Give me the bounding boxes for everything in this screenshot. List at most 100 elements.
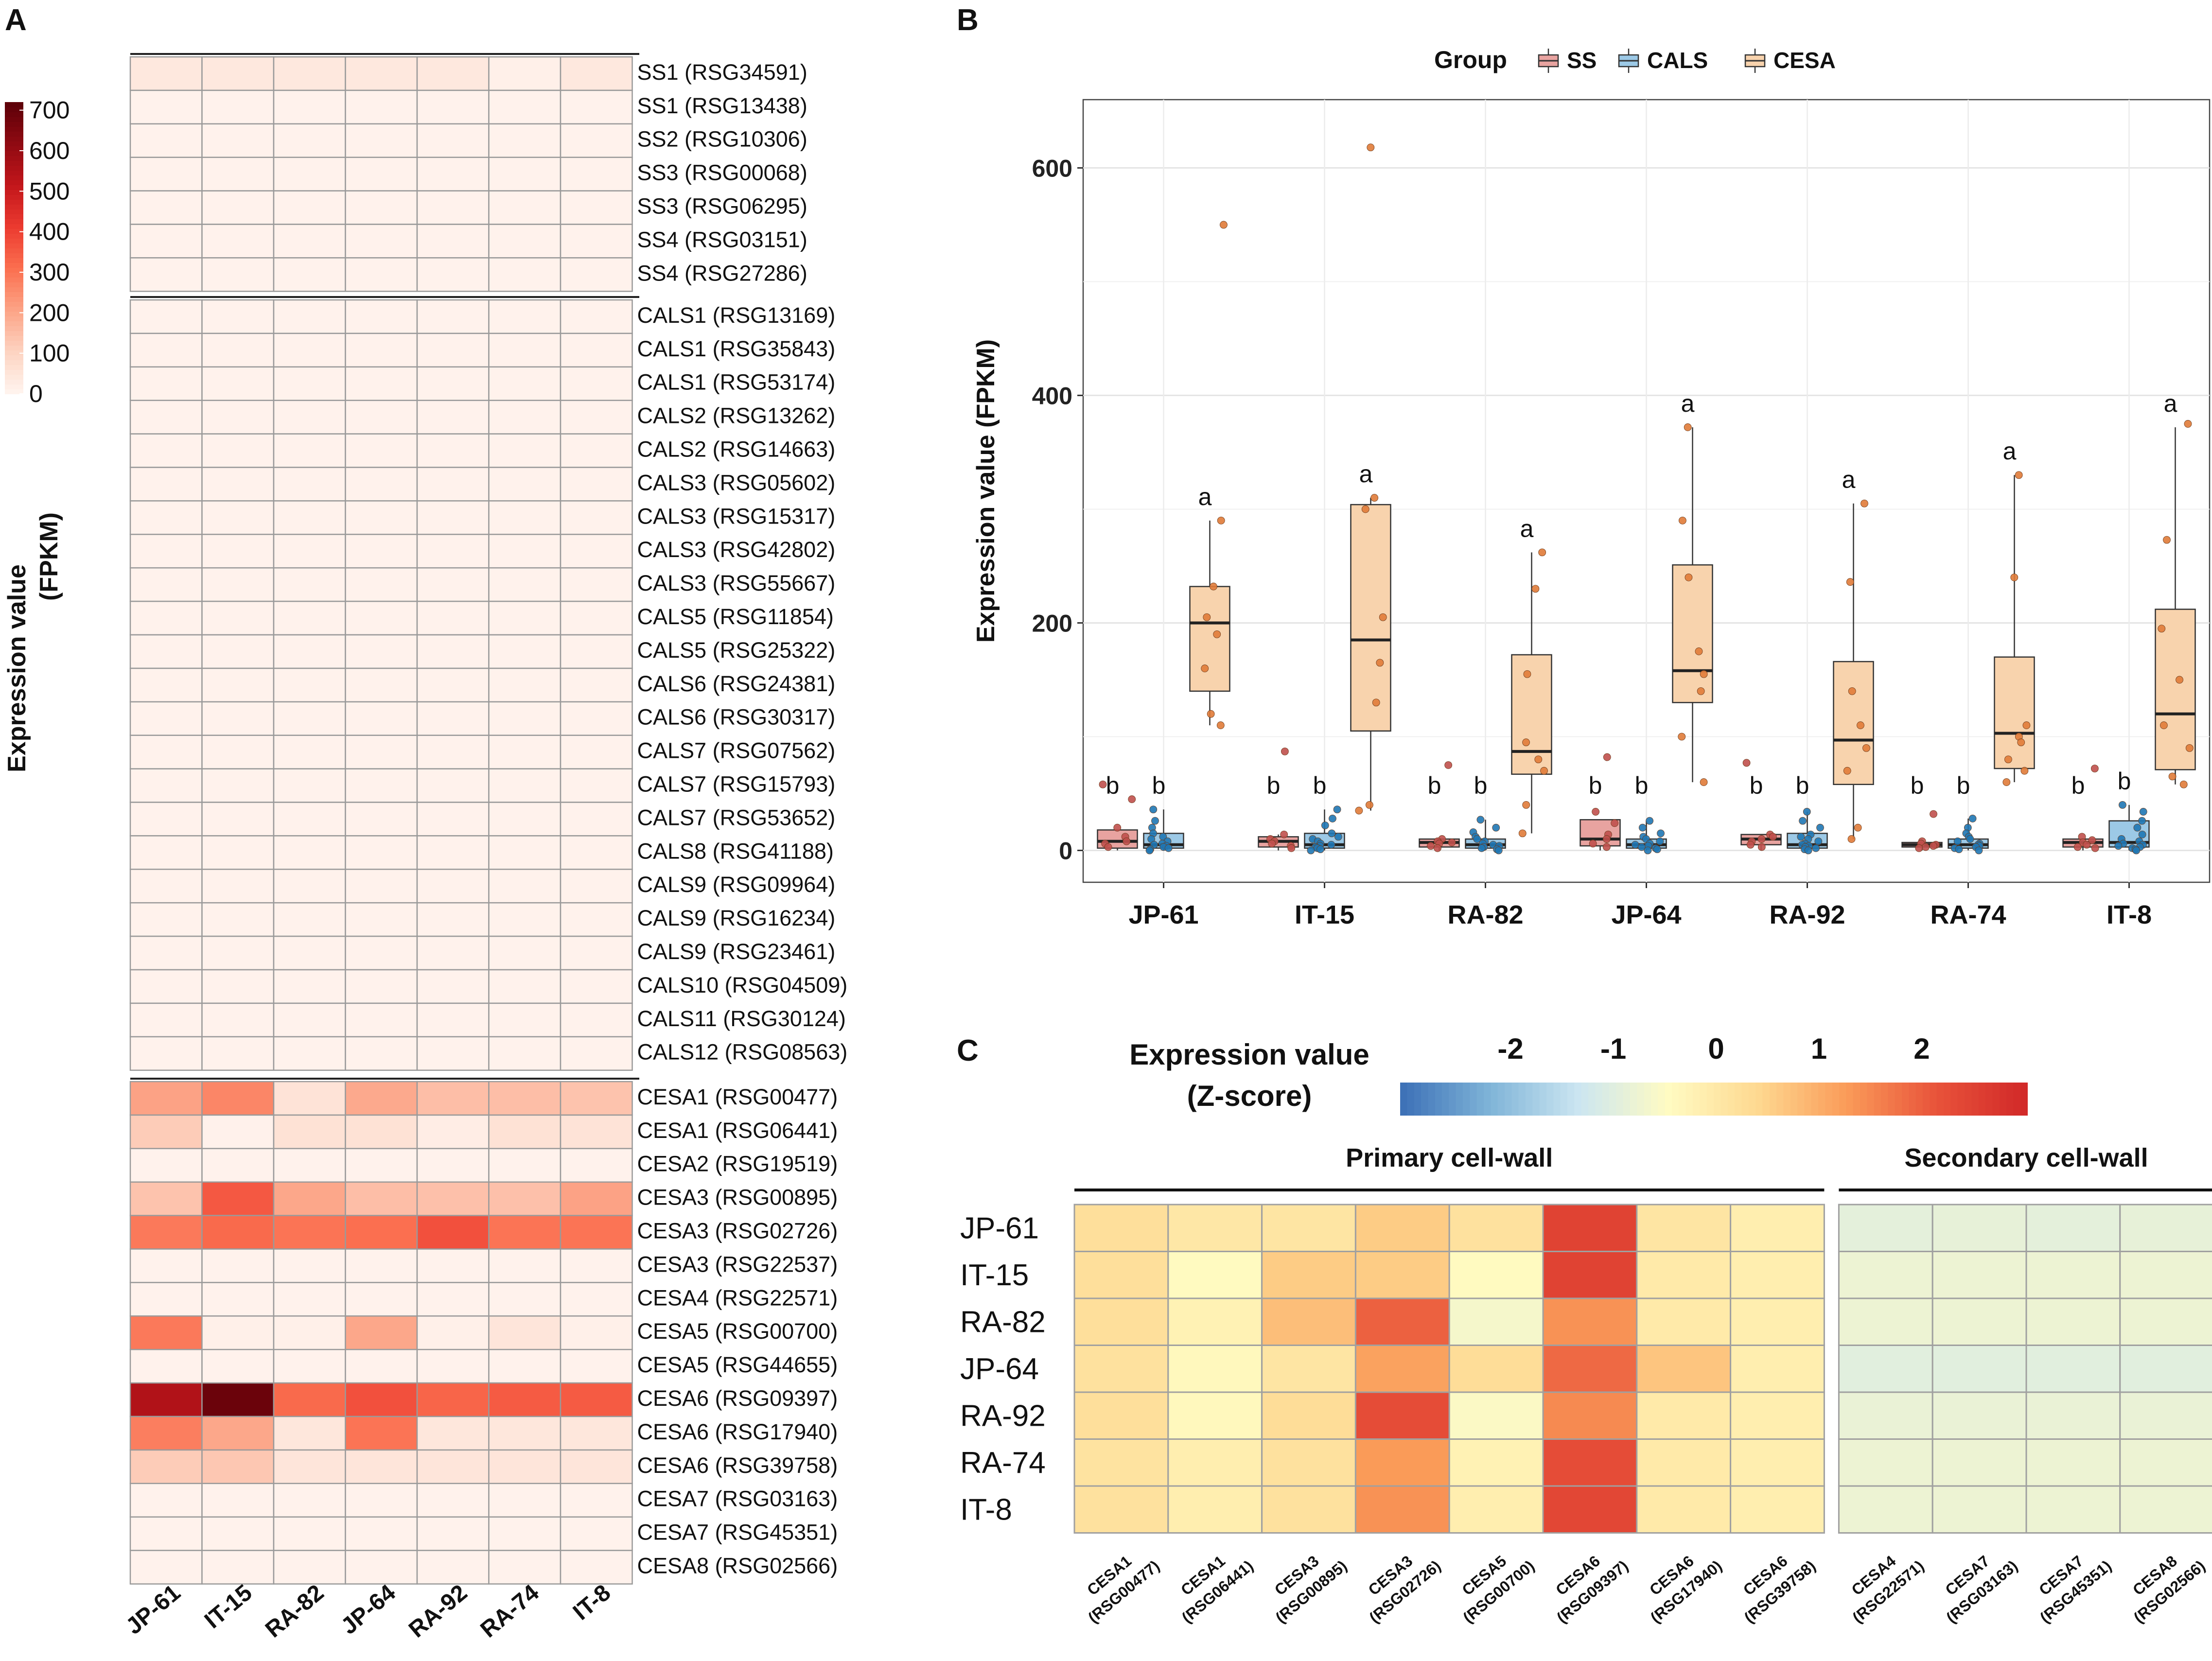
heatmap-a-row-label: CALS1 (RSG35843) (637, 336, 836, 361)
heatmap-a-cell (129, 257, 203, 292)
box-data-point (1327, 840, 1335, 849)
heatmap-c-cell (1931, 1438, 2027, 1487)
heatmap-a-cell (560, 869, 633, 904)
heatmap-a-cell (345, 1315, 418, 1350)
heatmap-a-cell (129, 634, 203, 669)
heatmap-a-cell (129, 1449, 203, 1485)
heatmap-a-cell (201, 157, 275, 192)
box-data-point (1847, 835, 1856, 843)
box-significance-letter: a (1359, 460, 1373, 488)
colorbar-c-segment (1644, 1083, 1651, 1116)
heatmap-a-row-label: CALS5 (RSG25322) (637, 638, 836, 663)
heatmap-a-cell (416, 768, 490, 803)
heatmap-a-row-label: CALS11 (RSG30124) (637, 1006, 846, 1031)
box-significance-letter: b (1589, 772, 1602, 799)
box-data-point (1854, 823, 1862, 832)
heatmap-c-cell (1542, 1485, 1638, 1534)
box-data-point (1695, 647, 1703, 655)
colorbar-c-segment (1985, 1083, 1993, 1116)
colorbar-a-segment (5, 379, 23, 385)
heatmap-c-cell (1730, 1345, 1825, 1393)
heatmap-a-cell (273, 123, 346, 158)
heatmap-a-cell (345, 1516, 418, 1551)
heatmap-a-column-label: RA-74 (475, 1580, 544, 1643)
heatmap-a-cell (201, 224, 275, 259)
heatmap-a-row-label: CESA1 (RSG00477) (637, 1084, 838, 1109)
colorbar-c-segment (1860, 1083, 1868, 1116)
heatmap-a-cell (273, 1382, 346, 1417)
heatmap-a-cell (345, 869, 418, 904)
colorbar-c-segment (1706, 1083, 1714, 1116)
colorbar-c-segment (2006, 1083, 2014, 1116)
colorbar-c-segment (1978, 1083, 1986, 1116)
colorbar-a-segment (5, 262, 23, 268)
heatmap-a-row-label: CALS3 (RSG42802) (637, 537, 836, 562)
heatmap-a-cell (201, 56, 275, 91)
colorbar-a-segment (5, 233, 23, 239)
box-data-point (1678, 516, 1686, 525)
heatmap-a-cell (201, 89, 275, 125)
box-data-point (1697, 687, 1705, 695)
heatmap-c-cell (1636, 1438, 1732, 1487)
box-data-point (1287, 844, 1296, 852)
colorbar-a-segment (5, 238, 23, 244)
heatmap-a-cell (273, 567, 346, 602)
heatmap-a-cell (416, 1114, 490, 1150)
colorbar-a-segment (5, 160, 23, 166)
heatmap-c-cell (2025, 1345, 2121, 1393)
box-data-point (1099, 780, 1107, 788)
heatmap-a-cell (273, 1181, 346, 1216)
heatmap-a-cell (488, 1483, 562, 1518)
heatmap-a-cell (273, 1483, 346, 1518)
colorbar-c-segment (1769, 1083, 1777, 1116)
heatmap-a-cell (201, 567, 275, 602)
colorbar-c-segment (1484, 1083, 1492, 1116)
box-data-point (1684, 423, 1692, 431)
heatmap-a-row-label: CALS1 (RSG13169) (637, 303, 836, 328)
heatmap-a-cell (129, 802, 203, 837)
heatmap-a-cell (273, 190, 346, 225)
colorbar-a-segment (5, 345, 23, 350)
box-data-point (1113, 823, 1122, 832)
box-data-point (1631, 840, 1639, 849)
heatmap-a-cell (201, 1114, 275, 1150)
box-data-point (1975, 846, 1983, 855)
colorbar-c-segment (1456, 1083, 1463, 1116)
box-significance-letter: b (1635, 772, 1649, 799)
heatmap-a-cell (201, 299, 275, 334)
heatmap-c-cell (1838, 1345, 1933, 1393)
colorbar-a-segment (5, 102, 23, 107)
heatmap-c-cell (1261, 1297, 1356, 1346)
heatmap-c-cell (1167, 1297, 1263, 1346)
heatmap-c-cell (1448, 1345, 1544, 1393)
heatmap-a-cell (129, 567, 203, 602)
box-significance-letter: b (1267, 772, 1281, 799)
box-data-point (1151, 817, 1159, 825)
heatmap-c-cell (1073, 1345, 1169, 1393)
heatmap-c-cell (1167, 1438, 1263, 1487)
heatmap-a-cell (416, 935, 490, 971)
box-data-point (2132, 846, 2141, 855)
box-data-point (1281, 747, 1289, 755)
heatmap-a-cell (129, 190, 203, 225)
heatmap-c-cell (1167, 1391, 1263, 1440)
heatmap-a-cell (345, 1550, 418, 1585)
box-data-point (2017, 738, 2025, 747)
heatmap-a-cell (129, 1348, 203, 1384)
colorbar-a-segment (5, 209, 23, 214)
heatmap-a-row-label: SS2 (RSG10306) (637, 127, 808, 152)
box-data-point (1953, 837, 1962, 845)
heatmap-a-cell (273, 332, 346, 368)
heatmap-c-row-label: RA-82 (960, 1305, 1046, 1339)
heatmap-c-cell (1448, 1297, 1544, 1346)
heatmap-a-cell (488, 1215, 562, 1250)
heatmap-a-column-label: IT-8 (568, 1580, 615, 1626)
heatmap-a-cell (560, 157, 633, 192)
heatmap-a-cell (345, 701, 418, 736)
heatmap-a-cell (273, 89, 346, 125)
panel-label-b: B (957, 3, 979, 37)
heatmap-a-cell (560, 190, 633, 225)
colorbar-c-segment (1518, 1083, 1526, 1116)
heatmap-a-cell (345, 257, 418, 292)
heatmap-a-cell (345, 1483, 418, 1518)
